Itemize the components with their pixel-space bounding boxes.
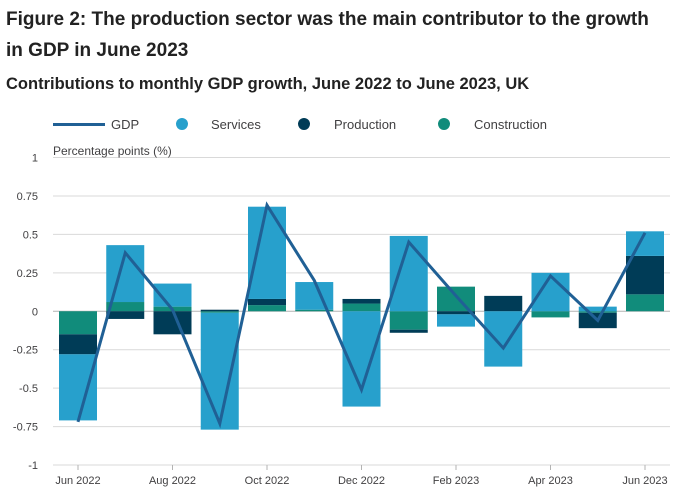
x-tick-label: Dec 2022 [338,475,385,487]
y-tick-label: -0.25 [13,345,38,357]
bar-construction [248,305,286,312]
bar-construction [295,309,334,312]
x-axis: Jun 2022 Aug 2022 Oct 2022 Dec 2022 Feb 2023… [55,465,668,487]
gdp-line [76,201,647,429]
legend-construction-label: Construction [474,117,547,132]
bar-construction [342,303,381,312]
legend-item-construction: Construction [438,114,558,134]
figure-title: Figure 2: The production sector was the … [6,9,649,61]
bar-production [437,311,475,315]
legend-construction-swatch [438,118,450,130]
y-tick-label: 0.25 [17,268,38,280]
bar-production [389,329,428,333]
bar-production [106,311,145,319]
x-tick-label: Feb 2023 [433,475,479,487]
x-tick-label: Jun 2022 [55,475,100,487]
x-tick-label: Apr 2023 [528,475,573,487]
bar-production [153,311,192,335]
bar-production [626,255,664,295]
bar-construction [626,294,664,312]
y-tick-label: -0.5 [19,383,38,395]
bar-services [153,283,192,307]
bar-construction [106,302,145,312]
legend-gdp-label: GDP [111,117,140,132]
x-tick-label: Jun 2023 [622,475,667,487]
bar-construction [578,311,617,313]
bar-services [437,314,475,327]
bar-services [578,306,617,312]
legend-item-gdp: GDP [53,114,143,134]
bar-production [59,334,97,355]
legend-production-label: Production [334,117,397,132]
y-tick-label: 0 [32,306,38,318]
bar-production [342,298,381,304]
legend-gdp-line-swatch [53,123,105,126]
chart-subtitle: Contributions to monthly GDP growth, Jun… [6,75,530,93]
bar-construction [59,311,97,335]
legend-production-swatch [298,118,310,130]
y-axis-label: Percentage points (%) [53,144,172,158]
bar-services [531,272,570,312]
y-tick-label: -0.75 [13,422,38,434]
bar-production [248,298,286,306]
bar-construction [531,311,570,318]
bar-production [484,295,523,312]
gdp-line-layer [76,201,647,429]
bar-construction [389,311,428,330]
bar-services [389,235,428,312]
legend-services-label: Services [211,117,261,132]
bar-construction [437,286,475,312]
stacked-bars [59,206,664,430]
bar-services [200,312,239,430]
y-tick-label: 0.75 [17,191,38,203]
bar-services [295,282,334,310]
chart-legend: GDP Services Production Construction [0,114,690,134]
x-tick-label: Aug 2022 [149,475,196,487]
legend-item-production: Production [298,114,408,134]
legend-item-services: Services [176,114,276,134]
bar-services [248,206,286,299]
legend-services-swatch [176,118,188,130]
x-tick-label: Oct 2022 [245,475,290,487]
bar-production [200,309,239,312]
y-tick-label: 1 [32,153,38,165]
y-tick-label: -1 [28,460,38,472]
bar-services [484,311,523,367]
y-tick-label: 0.5 [23,229,38,241]
bar-services [59,354,97,421]
bar-construction [200,311,239,313]
